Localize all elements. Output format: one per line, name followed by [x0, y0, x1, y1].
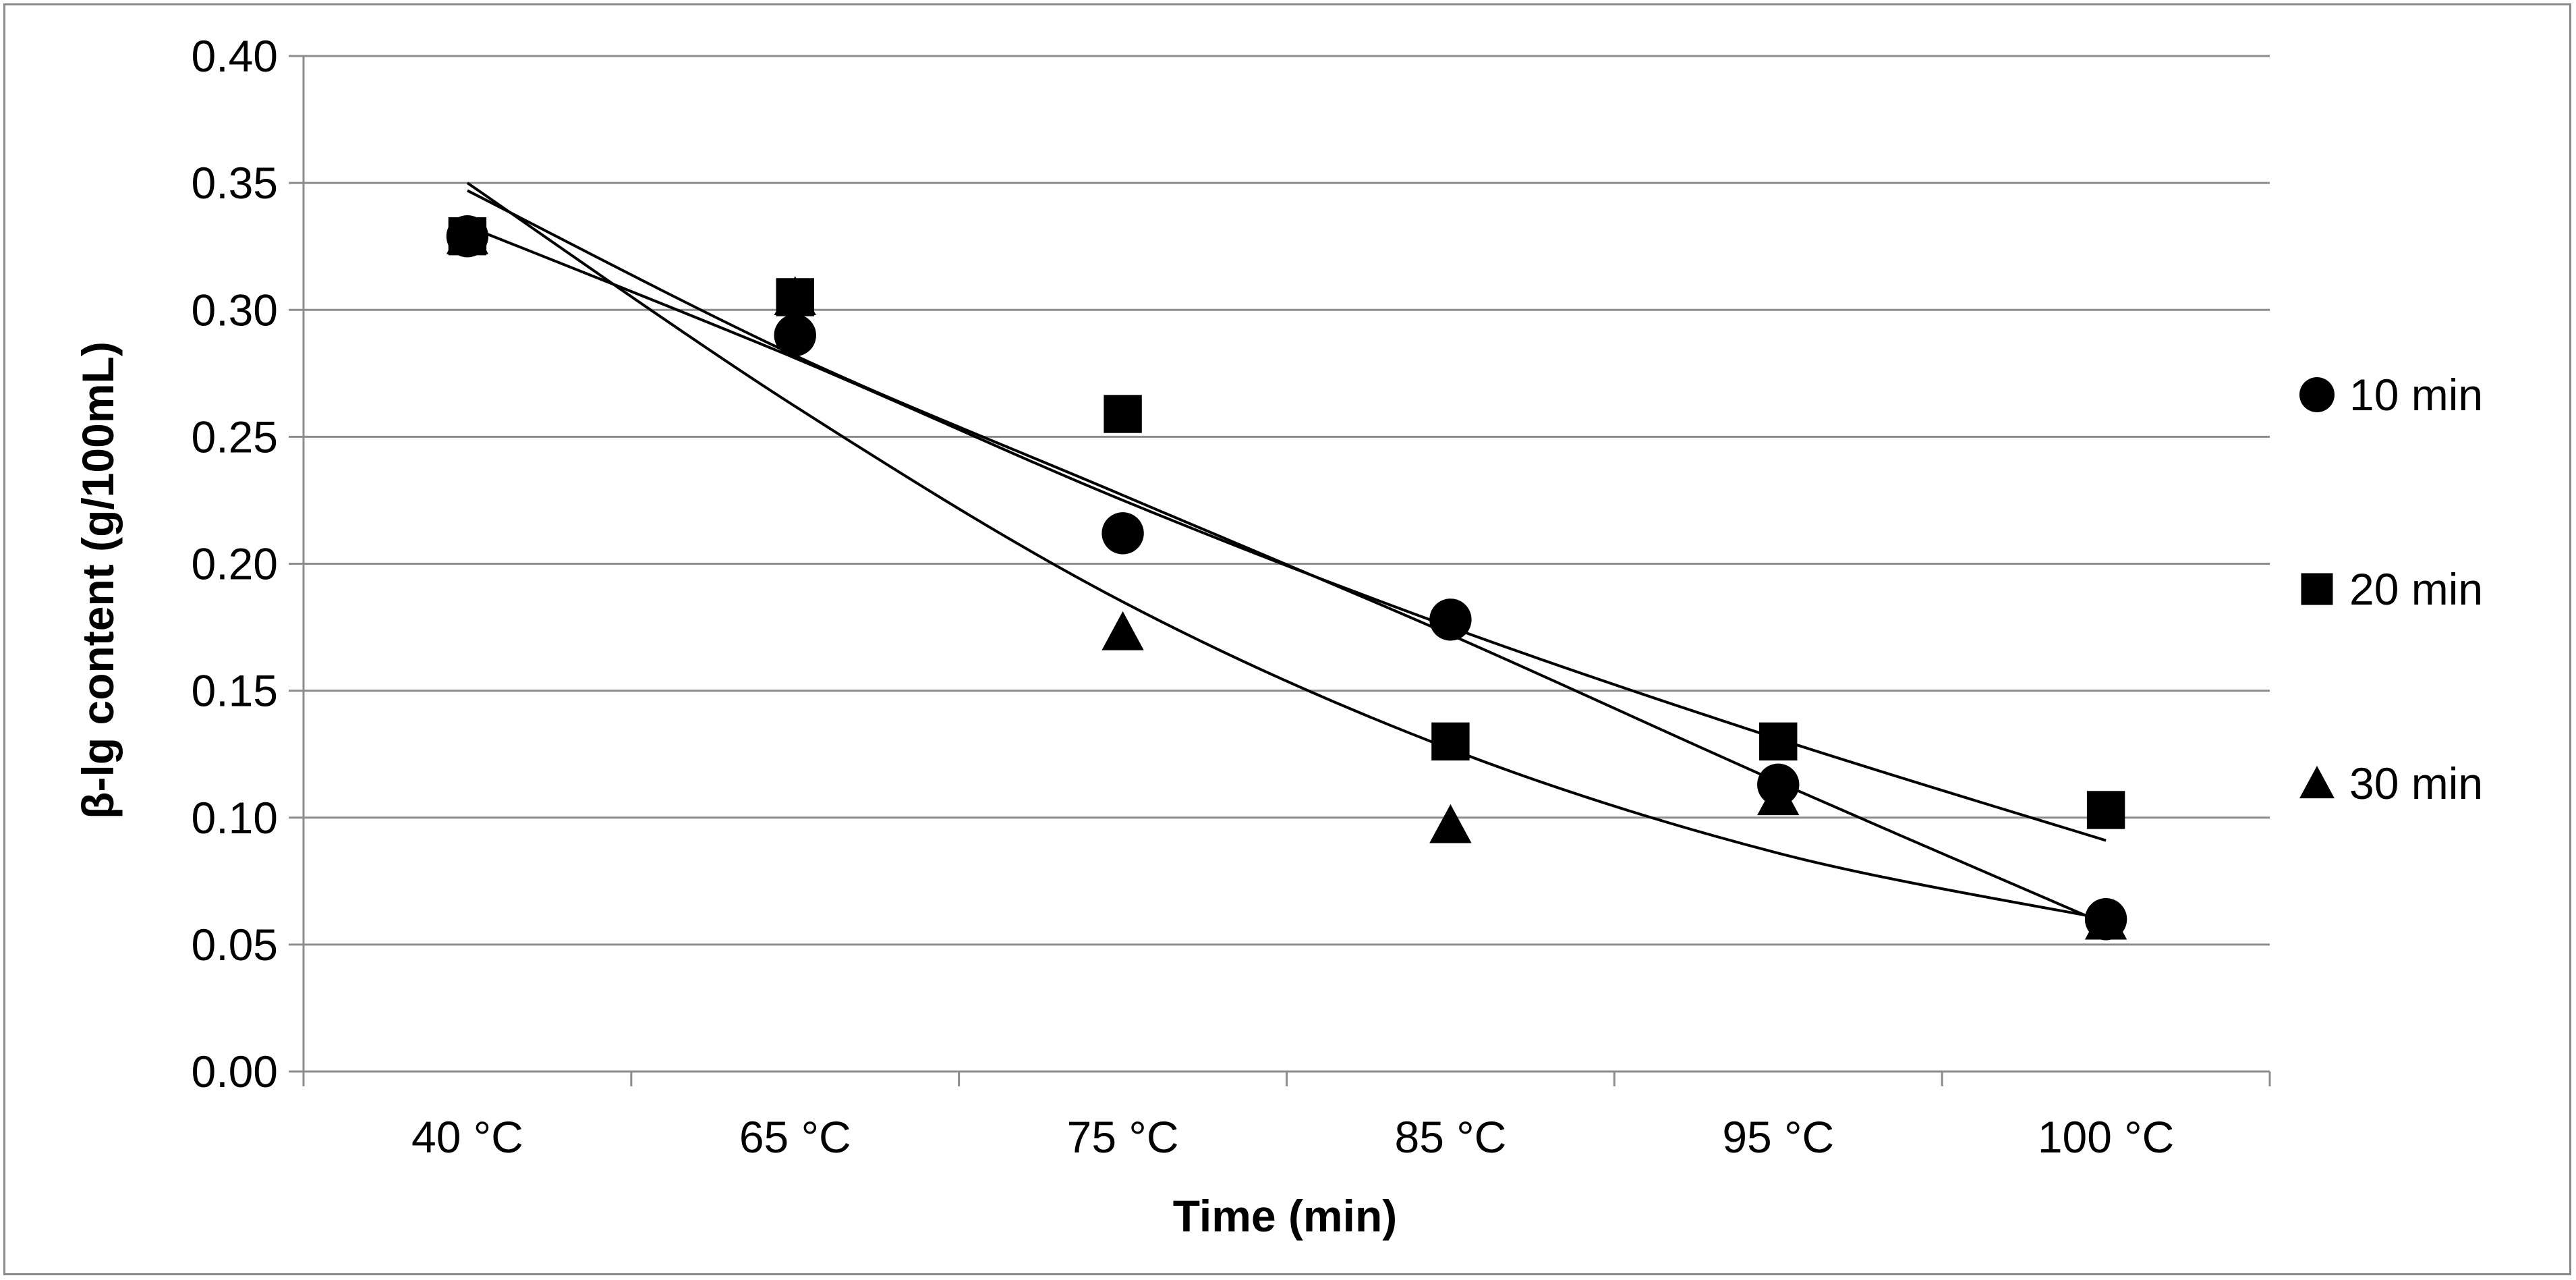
- legend: 10 min 20 min 30 min: [2299, 370, 2483, 808]
- data-point-20-min: [1431, 722, 1470, 761]
- chart-frame: [3, 3, 2571, 1275]
- data-point-10-min: [1101, 512, 1144, 555]
- legend-marker-20-min: [2301, 573, 2333, 605]
- legend-label: 20 min: [2349, 564, 2483, 614]
- data-point-30-min: [1429, 804, 1472, 843]
- legend-marker-10-min: [2299, 377, 2335, 412]
- y-tick-label: 0.40: [192, 31, 278, 81]
- data-point-10-min: [2084, 898, 2127, 941]
- y-tick-labels: 0.00 0.05 0.10 0.15 0.20 0.25 0.30 0.35 0.40: [192, 31, 278, 1096]
- legend-label: 10 min: [2349, 370, 2483, 420]
- x-tick-label: 85 °C: [1395, 1112, 1507, 1162]
- y-tick-label: 0.25: [192, 412, 278, 462]
- y-tick-label: 0.20: [192, 539, 278, 589]
- y-axis-title: β-lg content (g/100mL): [73, 341, 123, 819]
- y-tick-label: 0.15: [192, 666, 278, 716]
- x-tick-label: 40 °C: [411, 1112, 523, 1162]
- trendline-10-min: [467, 189, 2107, 926]
- data-point-10-min: [446, 215, 489, 258]
- data-point-20-min: [1104, 395, 1142, 433]
- x-tick-labels: 40 °C 65 °C 75 °C 85 °C 95 °C 100 °C: [411, 1112, 2174, 1162]
- data-point-10-min: [774, 314, 816, 357]
- axes: [302, 56, 2270, 1073]
- data-point-20-min: [2086, 791, 2125, 829]
- x-axis-title: Time (min): [1173, 1191, 1397, 1241]
- y-tick-label: 0.30: [192, 285, 278, 335]
- y-tick-label: 0.05: [192, 920, 278, 970]
- y-tick-label: 0.10: [192, 793, 278, 843]
- data-point-10-min: [1757, 763, 1800, 806]
- data-points: [446, 215, 2127, 941]
- x-tick-label: 75 °C: [1067, 1112, 1179, 1162]
- gridlines: [289, 55, 2271, 1086]
- data-point-30-min: [1101, 611, 1144, 650]
- x-tick-label: 95 °C: [1722, 1112, 1834, 1162]
- data-point-20-min: [1759, 722, 1798, 761]
- y-tick-label: 0.00: [192, 1047, 278, 1096]
- legend-marker-30-min: [2299, 766, 2335, 799]
- x-tick-label: 100 °C: [2038, 1112, 2175, 1162]
- y-tick-label: 0.35: [192, 158, 278, 208]
- trendlines: [466, 182, 2107, 926]
- trendline-20-min: [467, 225, 2107, 842]
- trendline-30-min: [466, 182, 2107, 921]
- data-point-10-min: [1429, 599, 1472, 641]
- x-tick-label: 65 °C: [739, 1112, 851, 1162]
- data-point-20-min: [776, 278, 814, 316]
- legend-label: 30 min: [2349, 758, 2483, 808]
